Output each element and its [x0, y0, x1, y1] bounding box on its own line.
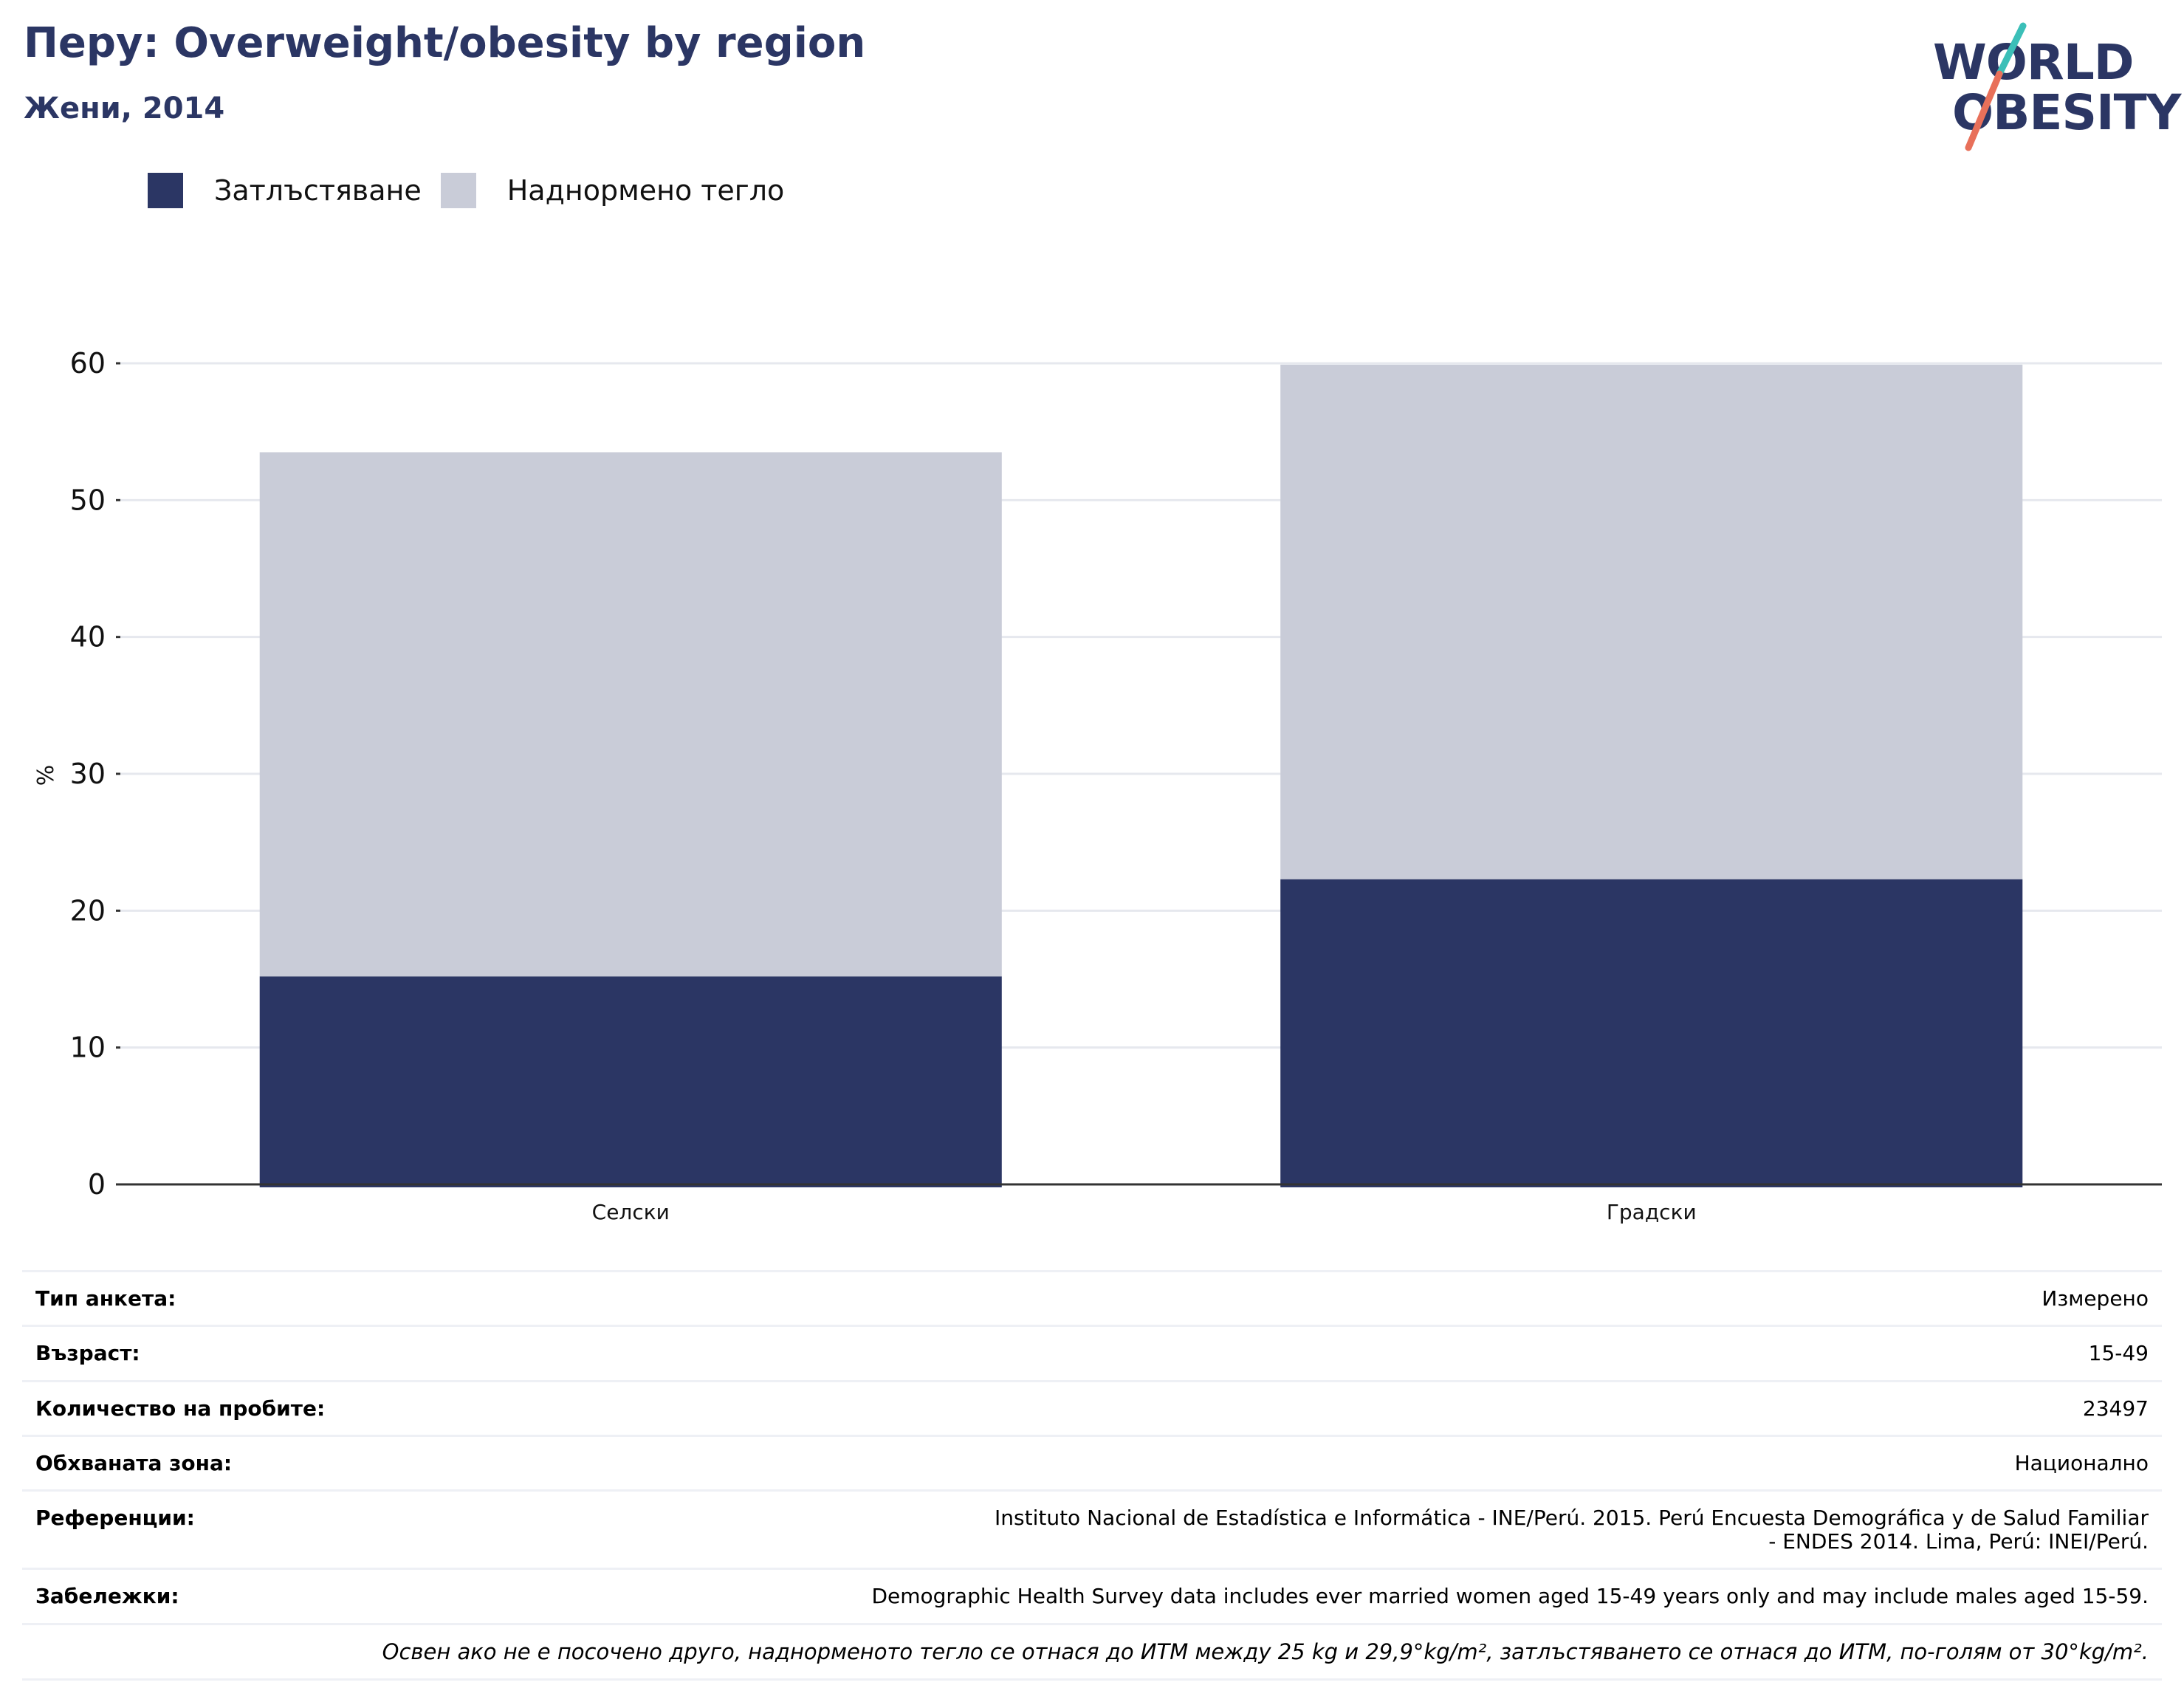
chart-subtitle: Жени, 2014: [24, 92, 225, 126]
info-value: Национално: [433, 1435, 2162, 1491]
info-value: Demographic Health Survey data includes …: [433, 1568, 2162, 1624]
legend-swatch-obesity: [148, 173, 183, 208]
info-row-area-covered: Обхваната зона: Национално: [22, 1435, 2162, 1491]
info-key: Референции:: [22, 1489, 433, 1569]
info-row-references: Референции: Instituto Nacional de Estadí…: [22, 1489, 2162, 1569]
y-tick-label: 40: [70, 621, 106, 653]
y-tick-label: 30: [70, 758, 106, 790]
footnote: Освен ако не е посочено друго, наднормен…: [22, 1622, 2162, 1681]
legend-swatch-overweight: [440, 173, 476, 208]
bars: [259, 364, 2023, 1187]
x-tick-label: Селски: [592, 1200, 670, 1224]
info-row-notes: Забележки: Demographic Health Survey dat…: [22, 1568, 2162, 1624]
chart-legend: Затлъстяване Наднормено тегло: [148, 171, 803, 210]
x-tick-label: Градски: [1607, 1200, 1697, 1224]
logo-word-world: WORLD: [1933, 34, 2135, 91]
info-key: Възраст:: [22, 1325, 433, 1382]
info-value: 23497: [433, 1379, 2162, 1436]
info-row-survey-type: Тип анкета: Измерено: [22, 1269, 2162, 1326]
info-value: Измерено: [433, 1269, 2162, 1326]
bar-chart: 0 10 20 30 40 50 60% Селски Градски: [33, 347, 2162, 1224]
y-tick-label: 20: [70, 894, 106, 927]
y-tick-label: 50: [70, 484, 106, 516]
world-obesity-logo: WORLD OBESITY: [1920, 22, 2181, 155]
info-row-footnote: Освен ако не е посочено друго, наднормен…: [22, 1622, 2162, 1681]
legend-label-overweight: Наднормено тегло: [506, 174, 785, 207]
info-key: Тип анкета:: [22, 1269, 433, 1326]
info-value: 15-49: [433, 1325, 2162, 1382]
chart-title: Перу: Overweight/obesity by region: [24, 19, 866, 67]
y-axis-label: %: [33, 765, 59, 786]
survey-info-table: Тип анкета: Измерено Възраст: 15-49 Коли…: [22, 1269, 2162, 1681]
bar-segment-obesity: [1280, 879, 2023, 1187]
y-tick-label: 10: [70, 1032, 106, 1064]
bar-segment-obesity: [259, 976, 1002, 1187]
info-key: Забележки:: [22, 1568, 433, 1624]
axes: 0 10 20 30 40 50 60% Селски Градски: [33, 347, 2162, 1224]
bar-segment-overweight: [1280, 364, 2023, 879]
info-key: Обхваната зона:: [22, 1435, 433, 1491]
info-row-age: Възраст: 15-49: [22, 1325, 2162, 1382]
bar-segment-overweight: [259, 452, 1002, 977]
info-row-sample-size: Количество на пробите: 23497: [22, 1379, 2162, 1436]
info-value: Instituto Nacional de Estadística e Info…: [433, 1489, 2162, 1569]
info-key: Количество на пробите:: [22, 1379, 433, 1436]
y-tick-label: 60: [70, 347, 106, 380]
y-tick-label: 0: [88, 1168, 106, 1201]
legend-item-overweight: Наднормено тегло: [440, 173, 785, 208]
legend-label-obesity: Затлъстяване: [214, 174, 422, 207]
logo-slash-icon: [1965, 22, 2027, 151]
legend-item-obesity: Затлъстяване: [148, 173, 422, 208]
